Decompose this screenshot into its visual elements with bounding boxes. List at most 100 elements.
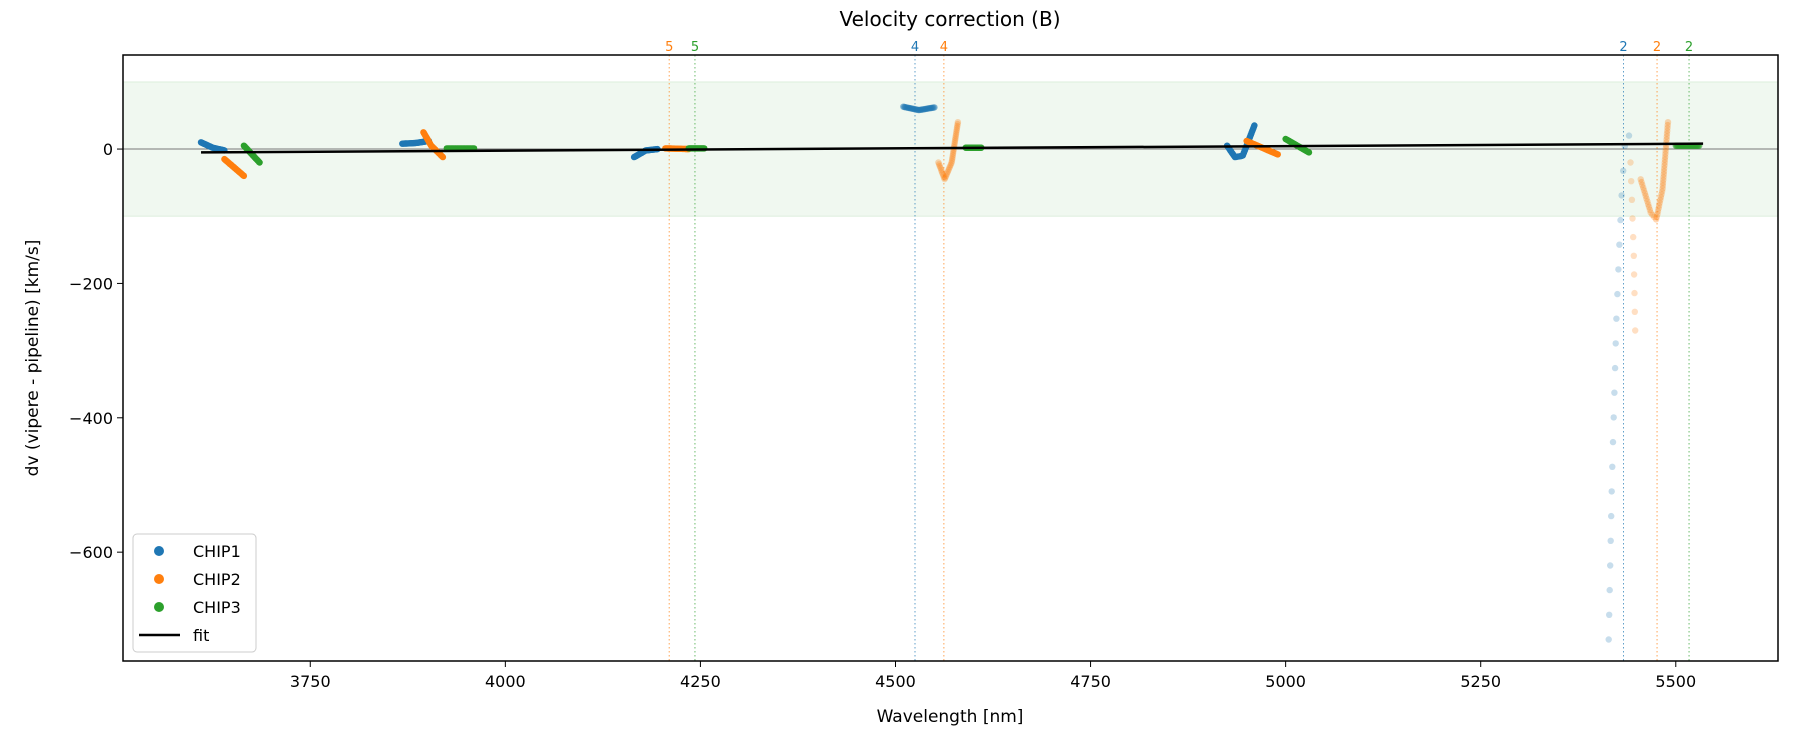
chip2-point <box>1664 119 1672 126</box>
chip3-point <box>256 159 263 166</box>
chip2-point <box>1654 211 1661 218</box>
chip2-point <box>1663 136 1670 143</box>
x-tick-label: 5250 <box>1460 672 1501 691</box>
chip2-point <box>1637 176 1644 183</box>
chip2-point <box>1660 173 1667 181</box>
chip2-point <box>1641 190 1649 197</box>
chip2-point <box>1630 252 1638 259</box>
chip2-point <box>1638 178 1645 186</box>
chip2-point <box>1659 185 1666 192</box>
order-label-0: 5 <box>665 40 673 55</box>
chip2-point <box>935 161 943 168</box>
chip2-point <box>1660 171 1668 178</box>
chip1-point <box>1611 389 1618 396</box>
chart-title: Velocity correction (B) <box>840 7 1061 31</box>
chip2-point <box>1663 133 1671 140</box>
chip2-point <box>952 130 960 138</box>
chip2-point <box>1657 196 1664 204</box>
chip1-point <box>1609 463 1616 470</box>
chip2-point <box>1661 156 1669 163</box>
chip2-point <box>945 167 952 174</box>
chip1-point <box>1618 192 1625 199</box>
chip2-point <box>1647 209 1654 216</box>
legend: CHIP1 CHIP2 CHIP3 fit <box>132 533 257 653</box>
chip2-point <box>1661 162 1668 169</box>
chip2-point <box>1632 327 1639 334</box>
chip2-point <box>1646 206 1654 213</box>
chip2-point <box>1652 216 1660 223</box>
chip2-point <box>952 134 959 141</box>
x-tick-label: 4250 <box>680 672 721 691</box>
chip1-point <box>1614 290 1621 298</box>
chip2-point <box>945 165 953 172</box>
chip1-point <box>1611 364 1619 372</box>
chip3-point <box>1305 149 1313 156</box>
chip2-point <box>937 164 944 172</box>
chip2-point <box>1662 150 1669 158</box>
chip1-point <box>1606 586 1613 594</box>
chip2-point <box>1659 182 1667 189</box>
chip2-point <box>935 159 942 166</box>
y-tick-label: −400 <box>69 409 113 428</box>
chip1-point <box>1606 611 1613 618</box>
chip2-point <box>1664 121 1671 129</box>
chip2-point <box>1628 196 1636 203</box>
chip1-point <box>1613 315 1620 322</box>
chip2-point <box>1645 201 1652 208</box>
chip2-point <box>941 175 948 183</box>
chip2-point <box>952 132 959 139</box>
chip2-point <box>942 174 949 181</box>
chip2-point <box>240 172 248 180</box>
chip2-point <box>938 166 945 174</box>
chip2-point <box>1664 127 1671 135</box>
legend-marker-chip2 <box>154 574 164 584</box>
chip1-point <box>1625 132 1633 139</box>
legend-marker-chip1 <box>154 546 164 556</box>
chip2-point <box>1662 145 1670 152</box>
chip2-point <box>1662 153 1669 161</box>
chip1-point <box>1607 537 1614 544</box>
plot-area: 5 5 4 4 2 2 2 <box>122 40 1779 661</box>
chip2-point <box>1628 178 1635 185</box>
chip2-point <box>1644 198 1651 205</box>
chip2-point <box>1655 202 1663 209</box>
y-tick-label: −600 <box>69 543 113 562</box>
fit-line <box>201 142 1704 154</box>
x-tick-label: 5500 <box>1655 672 1696 691</box>
chip2-point <box>940 174 948 181</box>
x-axis-ticks: 3750 4000 4250 4500 4750 5000 5250 5500 <box>290 661 1696 691</box>
chip2-point <box>944 169 951 176</box>
chip2-point <box>1274 151 1282 158</box>
chip2-point <box>1643 195 1650 202</box>
chip1-point <box>1607 562 1614 569</box>
x-tick-label: 4750 <box>1070 672 1111 691</box>
order-label-2: 4 <box>911 40 919 55</box>
chip1-point <box>1608 488 1615 495</box>
chip1-point <box>1620 167 1627 174</box>
chip1-point <box>931 104 938 111</box>
chip2-point <box>1631 289 1638 297</box>
x-axis-label: Wavelength [nm] <box>877 707 1024 727</box>
chip1-point <box>1610 414 1617 421</box>
chip2-point <box>949 152 956 159</box>
chip2-point <box>947 161 954 169</box>
chip2-point <box>939 170 946 177</box>
chip2-point <box>1627 159 1634 166</box>
chip2-point <box>949 156 956 163</box>
chip1-point <box>1608 512 1615 520</box>
chip2-point <box>1651 213 1658 221</box>
chip2-point <box>942 172 950 179</box>
chip2-point <box>1631 308 1639 315</box>
chip2-point <box>1640 184 1647 191</box>
chip2-point <box>1660 168 1668 175</box>
order-label-6: 2 <box>1685 40 1693 55</box>
legend-box <box>132 533 257 653</box>
x-tick-label: 3750 <box>290 672 331 691</box>
chip2-point <box>1658 191 1665 198</box>
chip2-point <box>1656 199 1663 206</box>
chip2-point <box>1661 165 1668 172</box>
legend-marker-chip3 <box>154 602 164 612</box>
chip1-point <box>1605 636 1612 643</box>
chip2-point <box>1640 187 1648 194</box>
chip2-point <box>948 159 955 167</box>
